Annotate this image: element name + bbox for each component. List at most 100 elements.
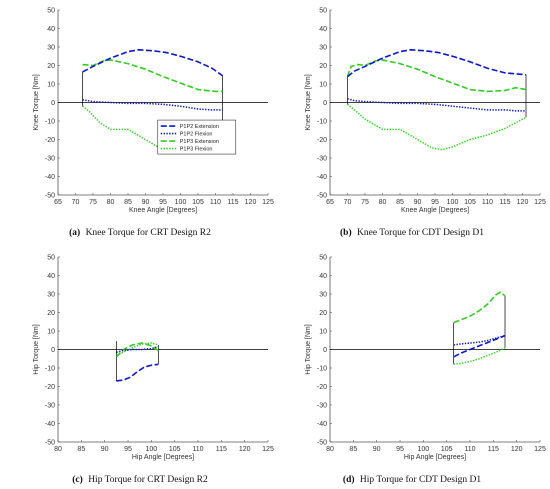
x-tick-label: 90 <box>101 446 109 453</box>
x-tick-label: 120 <box>239 446 251 453</box>
y-tick-label: -40 <box>45 421 55 428</box>
y-tick-label: 40 <box>47 26 55 33</box>
x-tick-label: 110 <box>464 446 475 453</box>
y-tick-label: 0 <box>51 347 55 354</box>
x-tick-label: 70 <box>344 199 352 206</box>
y-tick-label: 20 <box>319 63 327 70</box>
x-tick-label: 125 <box>262 446 274 453</box>
series-line-p1p2-extension <box>116 363 159 382</box>
y-axis-label: Knee Torque [Nm] <box>33 74 40 130</box>
x-tick-label: 125 <box>262 199 274 206</box>
caption-b: (b) Knee Torque for CDT Design D1 <box>340 227 484 238</box>
y-tick-label: 0 <box>323 347 327 354</box>
x-tick-label: 85 <box>124 199 132 206</box>
x-tick-label: 115 <box>499 199 510 206</box>
y-tick-label: -40 <box>317 421 327 428</box>
y-axis-label: Hip Torque [Nm] <box>33 324 40 375</box>
x-tick-label: 115 <box>227 199 238 206</box>
x-tick-label: 85 <box>77 446 85 453</box>
x-tick-label: 90 <box>373 446 381 453</box>
x-tick-label: 120 <box>245 199 257 206</box>
caption-c: (c) Hip Torque for CRT Design R2 <box>72 474 208 485</box>
y-tick-label: 40 <box>319 273 327 280</box>
y-tick-label: -30 <box>317 155 327 162</box>
legend-entry-label: P1P3 Flexion <box>180 147 213 153</box>
x-axis-label: Hip Angle [Degrees] <box>404 454 466 461</box>
y-tick-label: -20 <box>45 137 55 144</box>
y-tick-label: 10 <box>47 81 55 88</box>
chart-panel-a: -50 -40 -30 -20 -10 0 10 20 30 40 50 65 70 75 80 85 90 95… <box>33 7 274 214</box>
y-tick-label: -20 <box>317 384 327 391</box>
x-tick-label: 65 <box>54 199 62 206</box>
legend-entry-label: P1P2 Extension <box>180 124 219 130</box>
x-tick-label: 75 <box>361 199 369 206</box>
y-tick-label: -20 <box>45 384 55 391</box>
series-line-p1p3-flexion <box>347 103 527 151</box>
x-tick-label: 80 <box>326 446 334 453</box>
legend-entry-label: P1P3 Extension <box>180 139 219 145</box>
y-tick-label: -50 <box>45 439 55 446</box>
y-tick-label: -30 <box>45 402 55 409</box>
x-tick-label: 120 <box>511 446 523 453</box>
y-tick-label: 50 <box>319 7 327 14</box>
y-tick-label: -10 <box>45 118 55 125</box>
caption-a: (a) Knee Torque for CRT Design R2 <box>69 227 211 238</box>
y-tick-label: -10 <box>45 365 55 372</box>
y-tick-label: 50 <box>47 7 55 14</box>
series-line-p1p3-flexion <box>453 346 506 366</box>
x-tick-label: 80 <box>54 446 62 453</box>
y-tick-label: 30 <box>47 291 55 298</box>
y-tick-label: -50 <box>317 192 327 199</box>
y-axis-label: Knee Torque [Nm] <box>305 74 312 130</box>
x-tick-label: 95 <box>396 446 404 453</box>
y-tick-label: -10 <box>317 118 327 125</box>
y-tick-label: -40 <box>317 174 327 181</box>
series-line-p1p2-flexion <box>347 98 526 112</box>
y-tick-label: 30 <box>319 291 327 298</box>
series-line-p1p2-extension <box>453 334 506 358</box>
x-tick-label: 105 <box>169 446 181 453</box>
y-tick-label: 30 <box>319 44 327 51</box>
x-tick-label: 80 <box>379 199 387 206</box>
y-axis-label: Hip Torque [Nm] <box>305 324 312 375</box>
caption-d: (d) Hip Torque for CDT Design D1 <box>343 474 481 485</box>
y-tick-label: 10 <box>319 81 327 88</box>
x-tick-label: 125 <box>534 446 546 453</box>
legend-entry-label: P1P2 Flexion <box>180 132 213 138</box>
x-tick-label: 110 <box>210 199 221 206</box>
x-tick-label: 95 <box>159 199 167 206</box>
x-tick-label: 125 <box>534 199 546 206</box>
x-axis-label: Knee Angle [Degrees] <box>401 207 469 214</box>
x-tick-label: 85 <box>396 199 404 206</box>
x-axis-label: Hip Angle [Degrees] <box>132 454 194 461</box>
series-line-p1p3-extension <box>346 59 527 93</box>
chart-panel-b: -50 -40 -30 -20 -10 0 10 20 30 40 50 65 70 75 80 85 90 95… <box>305 7 546 214</box>
x-tick-label: 100 <box>145 446 157 453</box>
x-tick-label: 110 <box>192 446 203 453</box>
y-tick-label: 10 <box>47 328 55 335</box>
x-tick-label: 120 <box>517 199 529 206</box>
x-tick-label: 85 <box>349 446 357 453</box>
y-tick-label: -20 <box>317 137 327 144</box>
x-tick-label: 115 <box>488 446 499 453</box>
x-tick-label: 105 <box>441 446 453 453</box>
x-tick-label: 105 <box>464 199 476 206</box>
series-line-p1p2-flexion <box>116 346 159 353</box>
x-tick-label: 80 <box>107 199 115 206</box>
y-tick-label: 50 <box>47 254 55 261</box>
series-line-p1p3-extension <box>82 59 223 93</box>
x-tick-label: 70 <box>72 199 80 206</box>
x-tick-label: 100 <box>447 199 459 206</box>
y-tick-label: -10 <box>317 365 327 372</box>
x-tick-label: 90 <box>414 199 422 206</box>
y-tick-label: -30 <box>45 155 55 162</box>
y-tick-label: 20 <box>319 310 327 317</box>
chart-panel-c: -50 -40 -30 -20 -10 0 10 20 30 40 50 80 85 90 95 100 105… <box>33 254 274 461</box>
y-tick-label: 20 <box>47 63 55 70</box>
y-tick-label: -50 <box>45 192 55 199</box>
x-tick-label: 75 <box>89 199 97 206</box>
x-tick-label: 100 <box>175 199 187 206</box>
x-tick-label: 95 <box>431 199 439 206</box>
series-line-p1p3-flexion <box>116 342 159 356</box>
x-tick-label: 100 <box>417 446 429 453</box>
